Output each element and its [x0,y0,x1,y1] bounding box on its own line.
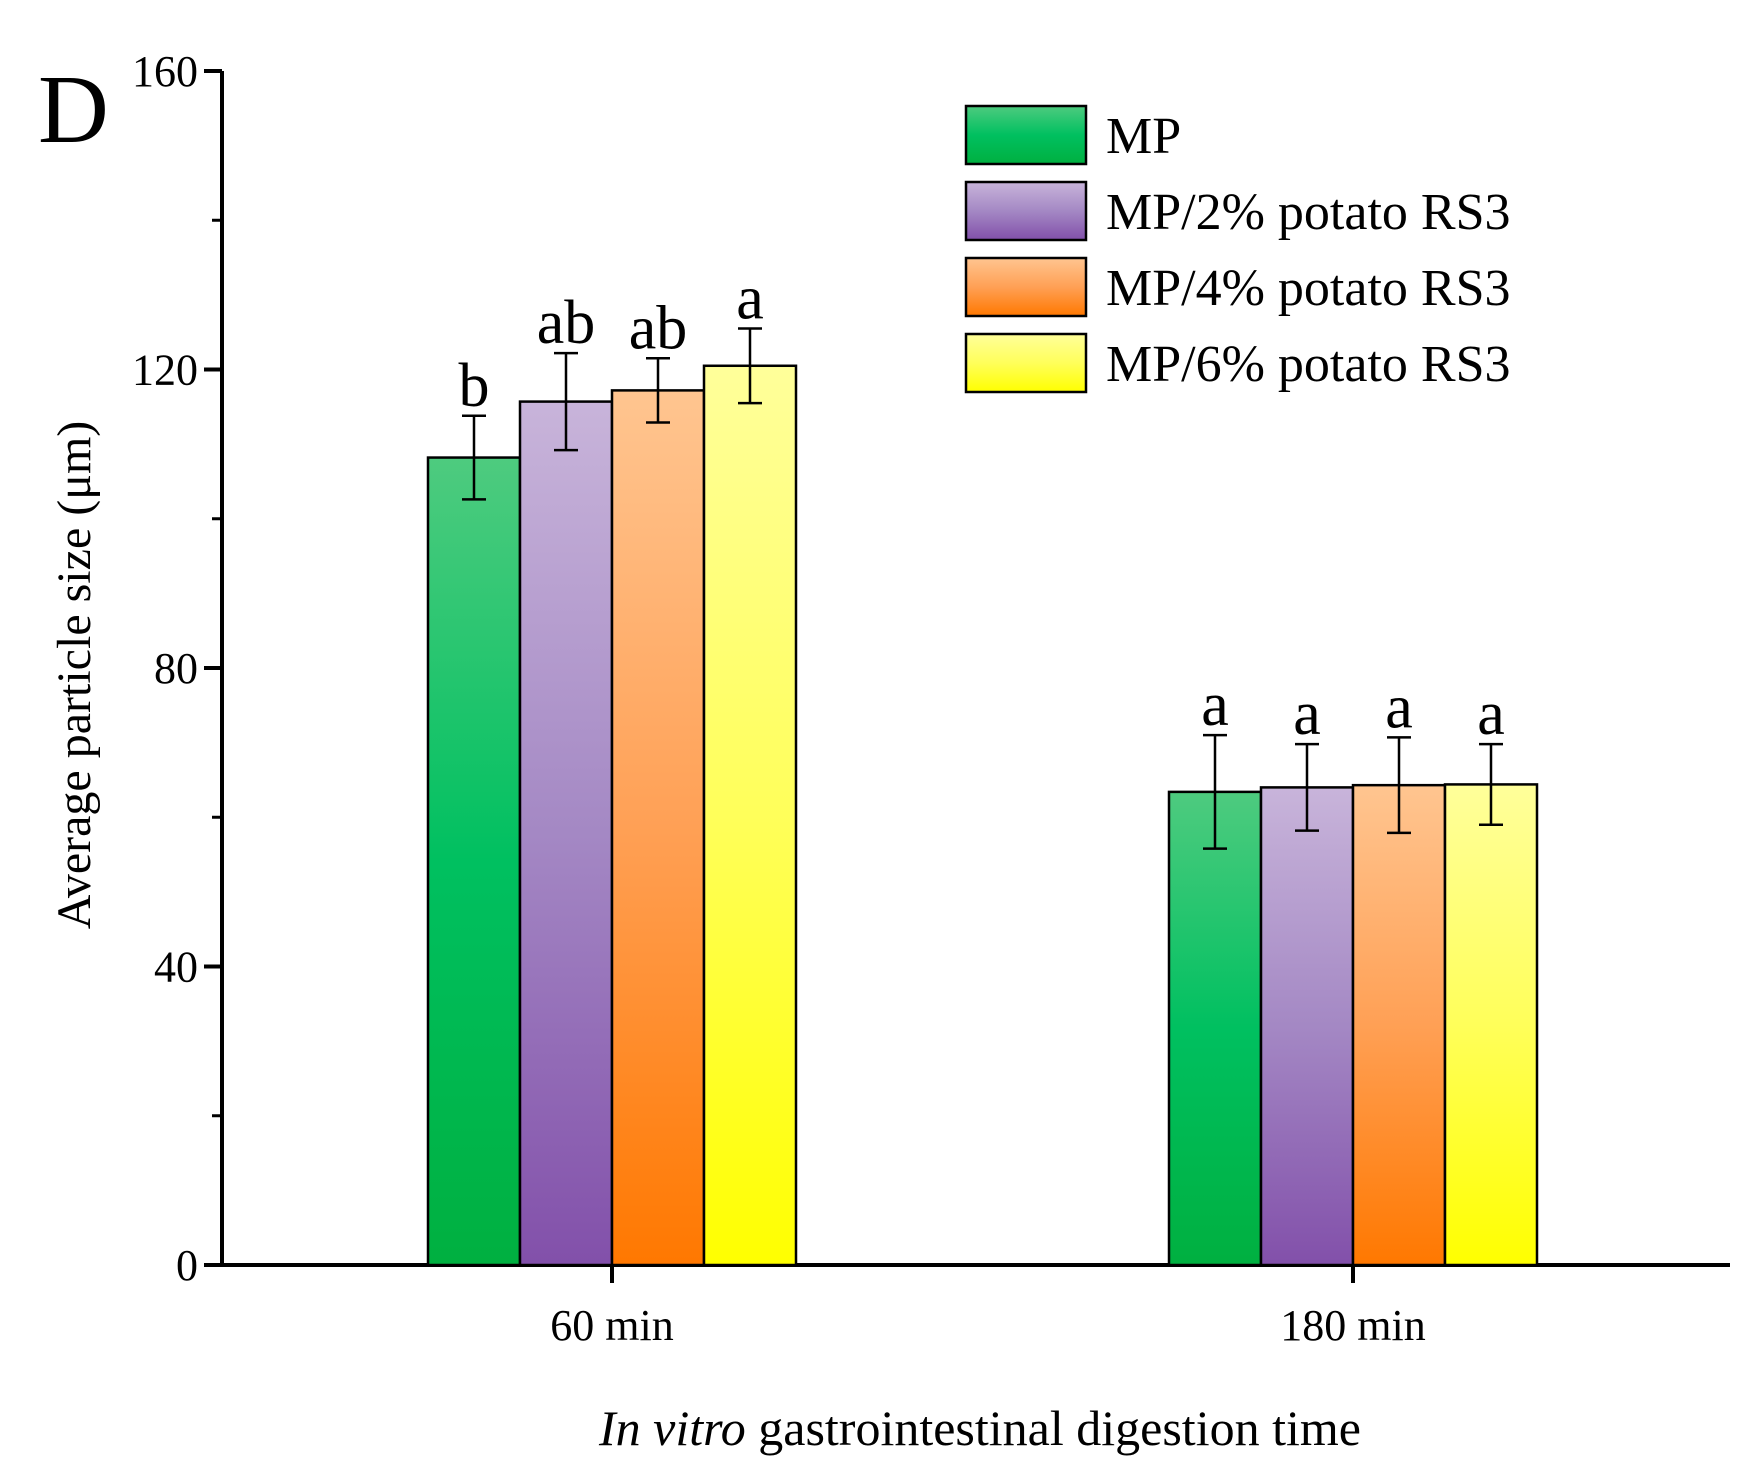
y-tick-label: 80 [154,644,198,693]
x-axis-title-rest: gastrointestinal digestion time [746,1400,1361,1456]
significance-letter: ab [629,294,688,362]
panel-label: D [38,56,109,164]
y-tick-label: 40 [154,943,198,992]
bar [518,400,614,1267]
significance-letter: a [1477,680,1505,748]
x-tick-label: 180 min [1280,1301,1425,1350]
error-bars-group [462,327,1503,850]
significance-letter: a [736,264,764,332]
significance-letters-group: bab ab aa a a a [459,264,1505,748]
legend-swatch [964,256,1088,318]
bar [1167,790,1263,1267]
legend-label: MP/2% potato RS3 [1106,184,1511,241]
legend-label: MP [1106,108,1181,165]
significance-letter: b [459,352,490,420]
bars-group [426,364,1539,1267]
legend: MP MP/2% potato RS3 MP/4% potato RS3 MP/6% … [964,104,1511,394]
x-axis-title-italic: In vitro [598,1400,746,1456]
legend-swatch [964,180,1088,242]
significance-letter: a [1201,671,1229,739]
bar [702,364,798,1267]
x-tick-label: 60 min [550,1301,673,1350]
significance-letter: ab [537,289,596,357]
significance-letter: a [1293,680,1321,748]
significance-letter: a [1385,673,1413,741]
legend-label: MP/6% potato RS3 [1106,336,1511,393]
bar [610,389,706,1267]
bar [426,456,522,1267]
y-tick-label: 0 [176,1241,198,1290]
bar [1351,783,1447,1267]
bar [1443,783,1539,1267]
x-axis-title: In vitro gastrointestinal digestion time [598,1400,1361,1456]
legend-label: MP/4% potato RS3 [1106,260,1511,317]
bar [1259,786,1355,1267]
legend-swatch [964,104,1088,166]
legend-swatch [964,332,1088,394]
y-axis: 0 40 80 120 160 [132,47,224,1290]
y-tick-label: 160 [132,47,198,96]
x-axis: 60 min 180 min [222,1263,1730,1350]
y-axis-title: Average particle size (μm) [48,421,101,930]
y-tick-label: 120 [132,346,198,395]
